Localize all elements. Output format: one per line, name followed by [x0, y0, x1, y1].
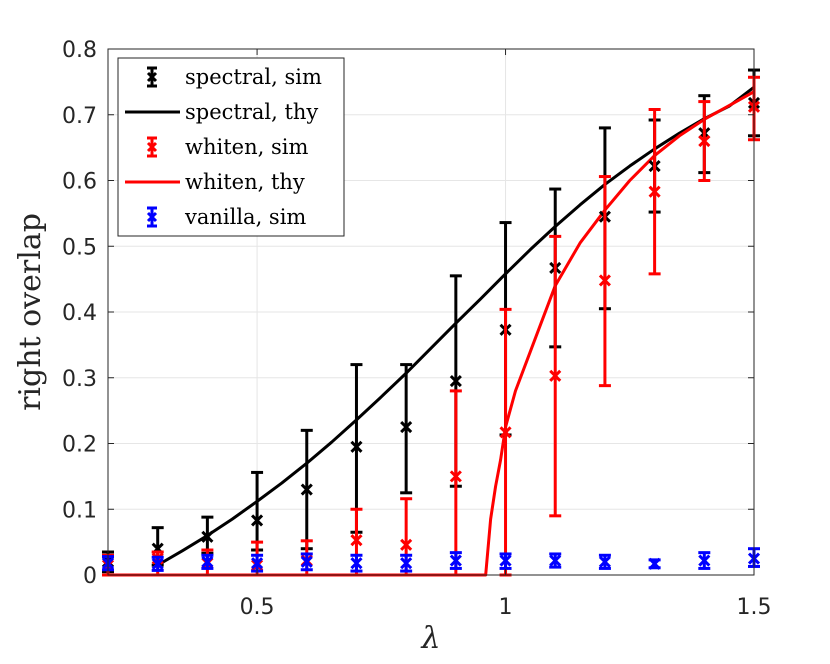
legend-label: vanilla, sim — [184, 205, 306, 229]
data-point — [400, 557, 413, 570]
data-point — [300, 555, 313, 568]
legend-samples — [125, 66, 180, 228]
data-point — [698, 554, 711, 567]
y-tick-label: 0.3 — [62, 367, 97, 392]
y-tick-label: 0.4 — [62, 301, 97, 326]
data-point — [251, 557, 264, 570]
data-point — [549, 369, 562, 382]
legend-swatch-marker — [146, 71, 158, 83]
data-point — [648, 557, 661, 570]
data-point — [499, 426, 512, 439]
data-point — [400, 538, 413, 551]
data-point — [350, 440, 363, 453]
data-point — [499, 554, 512, 567]
legend: spectral, sim spectral, thy whiten, sim … — [117, 57, 345, 237]
legend-label: whiten, thy — [185, 170, 305, 194]
data-point — [151, 557, 164, 570]
y-tick-label: 0.8 — [62, 38, 97, 63]
data-point — [449, 470, 462, 483]
y-tick-label: 0.6 — [62, 170, 97, 195]
data-point — [201, 555, 214, 568]
x-tick-label: 0.5 — [240, 595, 275, 620]
data-point — [251, 514, 264, 527]
x-axis-label: λ — [420, 621, 440, 656]
data-point — [350, 557, 363, 570]
data-point — [598, 274, 611, 287]
ticks: 0.5 1 1.5 0 0.1 0.2 0.3 0.4 0.5 0.6 0.7 0.8 — [62, 38, 772, 620]
y-tick-label: 0 — [83, 564, 97, 589]
y-axis-label: right overlap — [13, 213, 48, 411]
data-point — [201, 530, 214, 543]
data-point — [549, 554, 562, 567]
data-point — [400, 421, 413, 434]
y-tick-label: 0.5 — [62, 235, 97, 260]
data-point — [598, 555, 611, 568]
y-tick-label: 0.7 — [62, 104, 97, 129]
data-point — [648, 185, 661, 198]
x-tick-label: 1.5 — [737, 595, 772, 620]
legend-swatch-marker — [146, 141, 158, 153]
data-point — [449, 374, 462, 388]
data-point — [698, 134, 711, 148]
data-point — [449, 554, 462, 567]
series-layer — [101, 68, 761, 577]
legend-label: whiten, sim — [185, 135, 308, 159]
y-tick-label: 0.2 — [62, 433, 97, 458]
legend-box — [117, 57, 345, 237]
legend-swatch-marker — [146, 211, 158, 223]
legend-label: spectral, thy — [185, 100, 318, 124]
data-point — [350, 534, 363, 547]
legend-label: spectral, sim — [185, 65, 322, 89]
x-tick-label: 1 — [499, 595, 513, 620]
data-point — [300, 483, 313, 496]
y-tick-label: 0.1 — [62, 498, 97, 523]
